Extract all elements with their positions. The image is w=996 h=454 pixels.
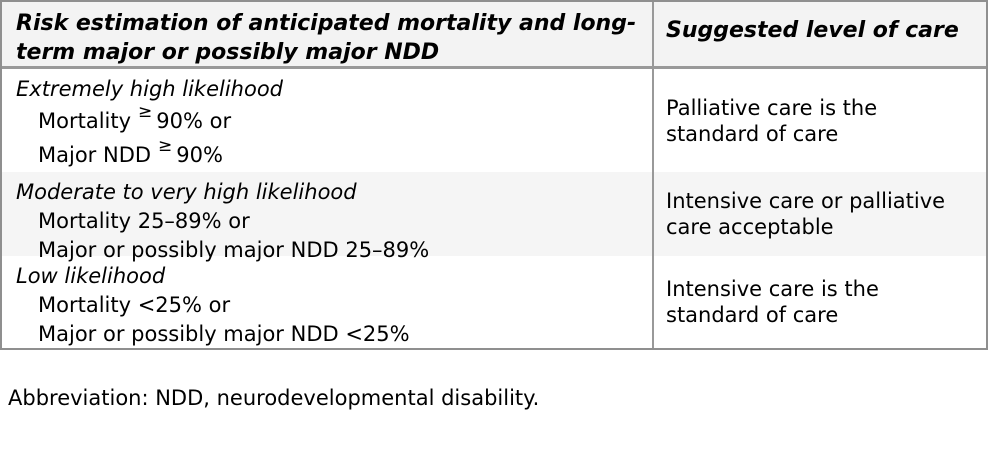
table-row-moderate: Moderate to very high likelihood Mortali… [2, 172, 986, 262]
header-care-label: Suggested level of care [666, 18, 959, 43]
table-row-low: Low likelihood Mortality <25% or Major o… [2, 256, 986, 348]
criterion-line: Major NDD ≥90% [38, 136, 223, 168]
criterion-text: 90% or [156, 109, 232, 133]
care-cell: Intensive care or palliative care accept… [654, 172, 986, 256]
criterion-text: Mortality <25% or [38, 293, 231, 317]
header-care-column: Suggested level of care [654, 2, 986, 66]
criterion-text: 90% [176, 143, 223, 167]
care-text: Intensive care or palliative care accept… [666, 189, 946, 239]
care-cell: Palliative care is the standard of care [654, 69, 986, 172]
criterion-line: Mortality 25–89% or [38, 207, 642, 236]
risk-cell: Extremely high likelihood Mortality ≥90% … [2, 69, 654, 172]
risk-cell: Moderate to very high likelihood Mortali… [2, 172, 654, 262]
care-cell: Intensive care is the standard of care [654, 256, 986, 348]
criterion-line: Major or possibly major NDD 25–89% [38, 236, 642, 265]
criteria-list: Mortality ≥90% or Major NDD ≥90% [16, 104, 642, 172]
criterion-text: Major NDD [38, 143, 152, 167]
criterion-line: Mortality ≥90% or [38, 102, 232, 134]
table-header-row: Risk estimation of anticipated mortality… [2, 2, 986, 69]
likelihood-label: Extremely high likelihood [16, 77, 284, 101]
criterion-line: Mortality <25% or [38, 291, 642, 320]
likelihood-label: Moderate to very high likelihood [16, 180, 357, 204]
criterion-text: Mortality 25–89% or [38, 209, 250, 233]
criterion-text: Mortality [38, 109, 132, 133]
likelihood-label: Low likelihood [16, 264, 166, 288]
risk-care-table: Risk estimation of anticipated mortality… [0, 0, 988, 350]
care-text: Palliative care is the standard of care [666, 95, 878, 146]
abbreviation-footnote: Abbreviation: NDD, neurodevelopmental di… [8, 386, 540, 410]
table-row-extremely-high: Extremely high likelihood Mortality ≥90% … [2, 69, 986, 172]
care-text: Intensive care is the standard of care [666, 277, 879, 327]
criteria-list: Mortality 25–89% or Major or possibly ma… [16, 207, 642, 265]
criteria-list: Mortality <25% or Major or possibly majo… [16, 291, 642, 349]
header-risk-column: Risk estimation of anticipated mortality… [2, 2, 654, 66]
criterion-text: Major or possibly major NDD 25–89% [38, 238, 430, 262]
risk-cell: Low likelihood Mortality <25% or Major o… [2, 256, 654, 348]
criterion-text: Major or possibly major NDD <25% [38, 322, 410, 346]
criterion-line: Major or possibly major NDD <25% [38, 320, 642, 349]
